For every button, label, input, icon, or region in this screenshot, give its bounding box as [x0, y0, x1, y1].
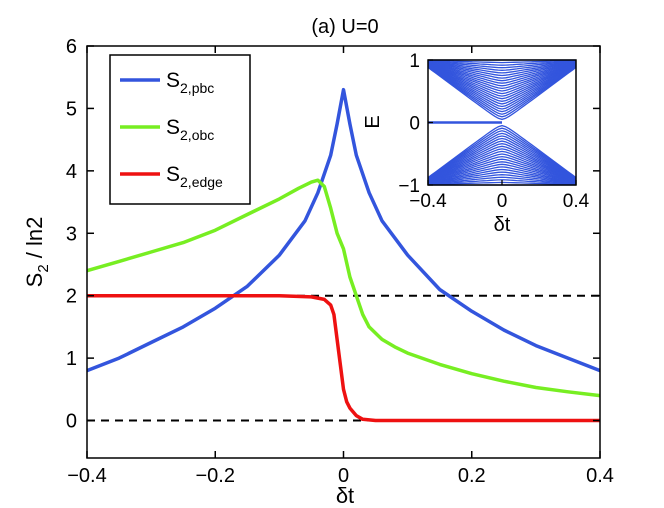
y-tick-label: 1 [66, 348, 77, 370]
inset-band-lower [427, 148, 577, 182]
y-axis-ticks: 0 1 2 3 4 5 6 [66, 36, 600, 433]
inset-band-upper [427, 63, 577, 97]
inset-band-upper [427, 59, 577, 66]
inset-band-upper [427, 66, 577, 118]
inset-band-lower [427, 174, 577, 185]
inset-band-lower [427, 132, 577, 180]
x-tick-label: 0.4 [586, 465, 614, 487]
inset-plot: −0.4 0 0.4 −1 0 1 δt E [362, 51, 590, 236]
x-tick-label: 0 [338, 465, 349, 487]
series-line-pbc [86, 87, 601, 373]
inset-x-tick-label: 0.4 [563, 191, 590, 212]
x-tick-label: −0.2 [196, 465, 235, 487]
legend: S2,pbc S2,obc S2,edge [109, 54, 251, 205]
inset-y-axis-label: E [362, 115, 384, 128]
inset-band-upper [427, 63, 577, 95]
inset-band-upper [427, 62, 577, 84]
inset-band-upper [427, 65, 577, 110]
inset-band-upper [427, 63, 577, 92]
inset-band-lower [427, 171, 577, 185]
inset-band-lower [427, 150, 577, 182]
x-axis-label: δt [336, 483, 354, 508]
inset-band-lower [427, 140, 577, 181]
inset-band-lower [427, 143, 577, 181]
y-tick-label: 2 [66, 286, 77, 308]
series-line-obc [86, 178, 601, 398]
inset-band-lower [427, 130, 577, 179]
inset-band-upper [427, 62, 577, 90]
inset-x-tick-label: −0.4 [409, 191, 447, 212]
x-axis-ticks: −0.4 −0.2 0 0.2 0.4 [67, 46, 614, 487]
inset-band-upper [427, 65, 577, 108]
y-axis-label-main: S [22, 273, 47, 288]
inset-band-upper [427, 66, 577, 121]
legend-label-edge: S2,edge [166, 163, 223, 190]
inset-band-lower [427, 161, 577, 183]
inset-band-upper [427, 64, 577, 102]
inset-band-lower [427, 155, 577, 183]
inset-band-upper [427, 65, 577, 113]
inset-band-lower [427, 124, 577, 179]
y-axis-label: S2 / ln2 [22, 217, 52, 288]
x-tick-label: −0.4 [67, 465, 106, 487]
inset-band-lower [427, 135, 577, 180]
y-tick-label: 5 [66, 98, 77, 120]
inset-y-axis-ticks: −1 0 1 [398, 51, 433, 197]
inset-band-lower [427, 179, 577, 186]
inset-band-upper [427, 61, 577, 82]
y-axis-label-suffix: / ln2 [22, 217, 47, 265]
inset-band-upper [427, 62, 577, 87]
inset-band-upper [427, 64, 577, 100]
inset-y-tick-label: 1 [409, 51, 420, 72]
y-tick-label: 3 [66, 223, 77, 245]
inset-band-lower [427, 127, 577, 179]
legend-label-obc: S2,obc [166, 116, 214, 143]
inset-band-upper [427, 61, 577, 79]
inset-band-lower [427, 137, 577, 180]
chart-title: (a) U=0 [311, 16, 378, 38]
x-tick-label: 0.2 [458, 465, 486, 487]
series-line-edge [87, 293, 600, 423]
legend-label-pbc: S2,pbc [166, 69, 214, 96]
inset-band-lower [427, 168, 577, 184]
inset-band-lower [427, 153, 577, 182]
inset-y-tick-label: 0 [409, 114, 420, 135]
inset-band-upper [427, 64, 577, 105]
inset-band-upper [427, 60, 577, 71]
inset-x-axis-label: δt [494, 214, 511, 236]
y-tick-label: 4 [66, 161, 77, 183]
y-axis-label-sub: 2 [35, 264, 52, 272]
inset-y-tick-label: −1 [398, 176, 420, 197]
inset-x-axis-ticks: −0.4 0 0.4 [409, 180, 590, 212]
series-lines [86, 87, 601, 423]
y-tick-label: 0 [66, 411, 77, 433]
inset-band-lower [427, 158, 577, 183]
inset-energy-bands [427, 59, 577, 186]
inset-band-lower [427, 145, 577, 181]
inset-band-lower [427, 166, 577, 184]
inset-band-upper [427, 59, 577, 64]
inset-band-upper [427, 60, 577, 69]
inset-band-lower [427, 176, 577, 185]
inset-band-upper [427, 66, 577, 115]
inset-x-tick-label: 0 [497, 191, 508, 212]
inset-band-upper [427, 61, 577, 77]
inset-band-lower [427, 163, 577, 184]
y-tick-label: 6 [66, 36, 77, 58]
inset-band-upper [427, 60, 577, 74]
